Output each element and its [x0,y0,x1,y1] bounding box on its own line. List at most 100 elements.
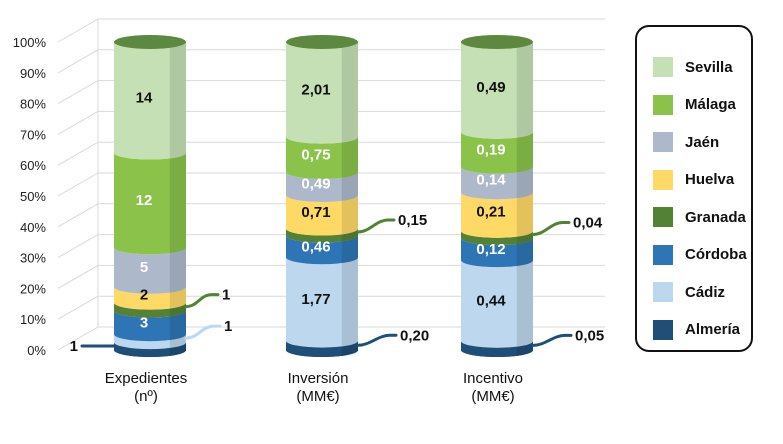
segment-body [461,260,533,348]
legend-item: Granada [653,207,746,227]
bar-segment [461,238,534,268]
segment-shade [169,334,187,349]
bar-segment [114,310,187,342]
bar-segment [114,247,187,294]
bar-segment [461,166,534,200]
category-label: Expedientes [105,370,188,387]
segment-shade [169,152,187,254]
category-label: (MM€) [296,388,339,405]
callout-label: 0,20 [400,327,429,344]
bar-segment [286,171,359,203]
segment-shade [341,42,359,143]
data-label: 0,46 [301,238,330,255]
segment-shade [341,235,359,264]
segment-body [461,42,533,139]
data-label: 0,71 [301,204,330,221]
legend-item: Almería [653,319,741,340]
legend-label: Sevilla [685,58,733,76]
y-tick-label: 30% [20,251,46,266]
segment-shade [341,228,359,242]
segment-shade [341,136,359,178]
legend-label: Huelva [685,171,735,188]
legend-item: Jaén [653,132,719,152]
segment-body [286,136,358,179]
legend-swatch [653,57,673,77]
legend-swatch [653,94,673,115]
bar-segment [461,131,534,174]
legend-swatch [653,207,673,227]
legend-label: Almería [685,321,741,338]
legend: Sevilla Málaga Jaén Huelva Granada Córdoba Cád… [635,25,753,352]
segment-shade [169,302,187,317]
bar-segment [114,152,187,255]
category-label: (nº) [134,388,158,405]
bar-segment [461,192,534,238]
data-label: 0,21 [476,204,505,221]
y-tick-label: 80% [20,97,46,112]
y-tick-label: 90% [20,66,46,81]
bar-segment [286,340,359,357]
segment-body [286,195,358,236]
segment-shade [516,166,534,199]
bar-segment [114,334,187,350]
segment-body [114,247,186,294]
legend-swatch [653,319,673,340]
legend-label: Jaén [685,133,720,151]
legend-item: Málaga [653,94,736,115]
legend-item: Cádiz [653,282,725,302]
segment-shade [516,192,534,237]
segment-body [286,257,358,348]
segment-body [286,340,358,357]
segment-body [461,192,533,238]
segment-body [286,42,358,144]
callout-label: 0,15 [398,212,427,229]
bar-segment [461,260,534,348]
category-label: Incentivo [463,370,523,387]
y-tick-label: 50% [20,189,46,204]
callout-line [356,218,396,234]
segment-body [286,228,358,243]
data-label: 0,12 [476,241,505,258]
segment-shade [516,238,534,267]
segment-shade [516,230,534,245]
legend-item: Sevilla [653,57,733,77]
segment-shade [516,131,534,173]
bar-segment [461,42,534,139]
callout-label: 0,04 [573,215,603,232]
category-label: (MM€) [471,388,514,405]
segment-body [114,286,186,310]
legend-item: Huelva [653,169,735,190]
callout-label: 0,05 [575,327,604,344]
y-tick-label: 60% [20,158,46,173]
data-label: 0,19 [476,141,505,158]
y-tick-label: 0% [27,343,46,358]
segment-shade [341,195,359,235]
data-label: 0,14 [476,172,506,189]
data-label: 2,01 [301,81,330,98]
segment-shade [341,257,359,347]
segment-shade [169,310,187,341]
legend-swatch [653,169,673,190]
segment-body [114,334,186,350]
legend-label: Cádiz [685,283,726,301]
bar-segment [286,235,359,265]
callout-line [184,324,222,340]
segment-shade [516,340,534,356]
category-label: Inversión [288,370,349,387]
segment-body [461,230,533,246]
segment-body [286,171,358,203]
callout-line [531,221,571,236]
data-label: 0,49 [476,79,505,96]
bar-segment [286,42,359,144]
legend-label: Córdoba [685,246,747,263]
data-label: 0,44 [476,293,506,310]
data-label: 3 [140,314,148,331]
bar-segment [286,228,359,243]
segment-shade [169,342,187,356]
data-label: 5 [140,259,148,276]
y-tick-label: 20% [20,281,46,296]
legend-label: Granada [685,208,746,226]
segment-body [461,166,533,200]
legend-item: Córdoba [653,244,747,265]
